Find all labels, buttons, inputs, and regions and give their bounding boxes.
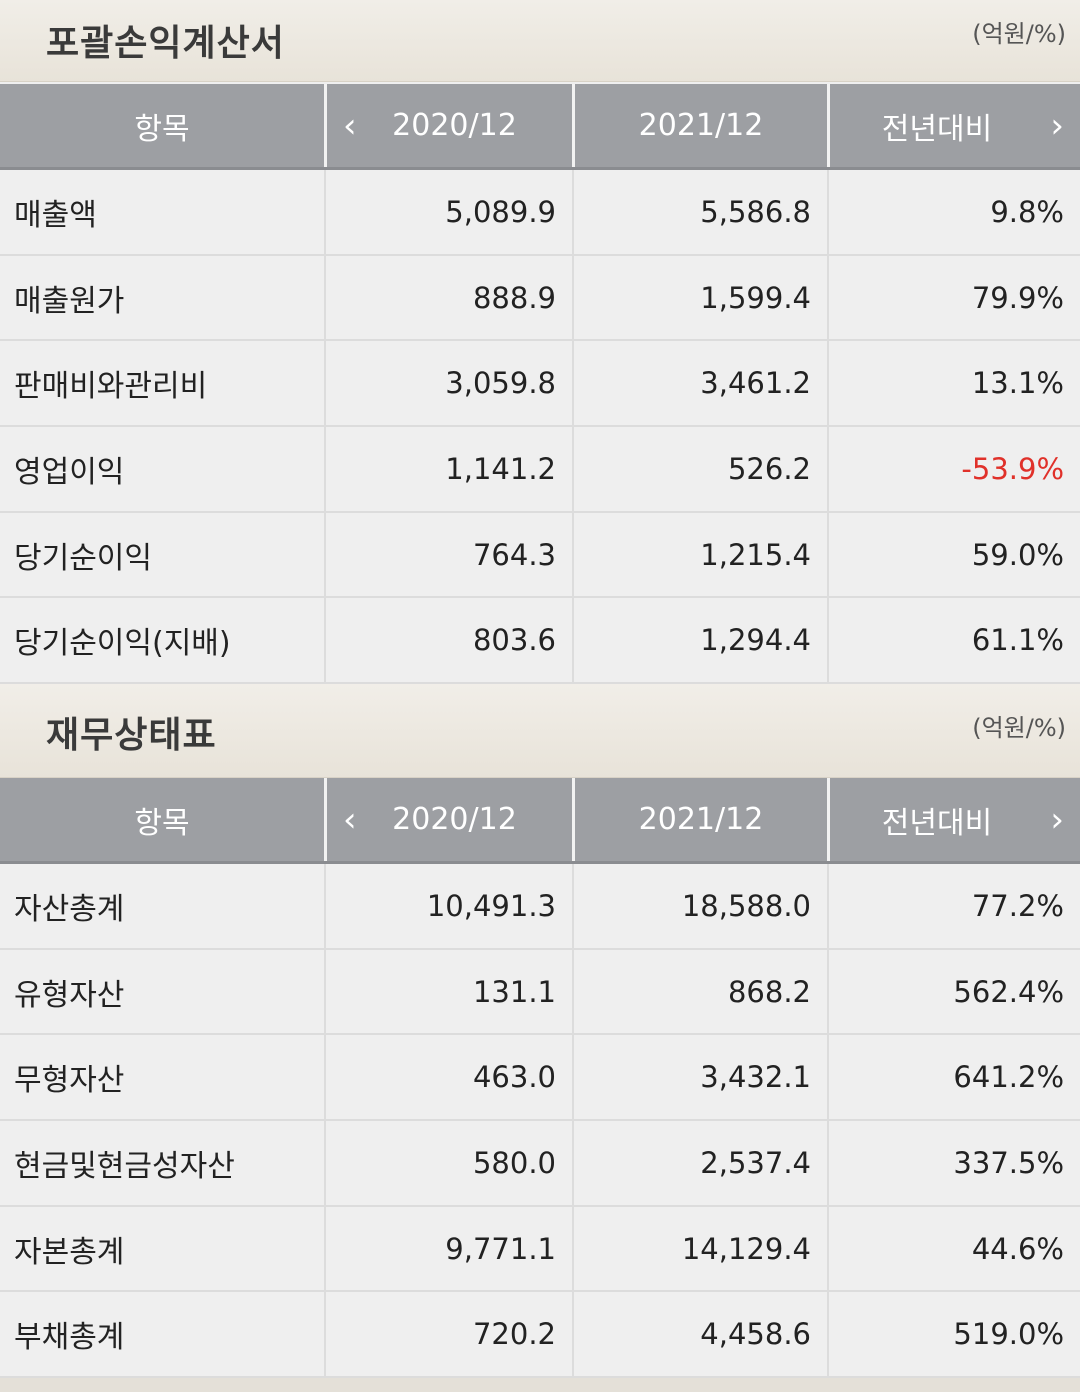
value-yoy: 79.9% <box>827 255 1080 340</box>
column-header-2020: ‹ 2020/12 <box>324 778 572 861</box>
value-2021: 1,215.4 <box>572 512 827 597</box>
value-2021: 18,588.0 <box>572 864 827 948</box>
row-label: 자산총계 <box>14 891 125 927</box>
value-2021: 4,458.6 <box>572 1292 827 1377</box>
chevron-left-icon[interactable]: ‹ <box>343 105 357 146</box>
section-title: 포괄손익계산서 <box>46 23 285 64</box>
bottom-divider <box>0 1378 1080 1392</box>
value-2020: 9,771.1 <box>324 1206 572 1291</box>
column-header-2021: 2021/12 <box>572 84 827 167</box>
table-row: 현금및현금성자산 580.0 2,537.4 337.5% <box>0 1121 1080 1207</box>
value-yoy-negative: -53.9% <box>827 427 1080 511</box>
column-header-label: 전년대비 <box>881 111 993 147</box>
column-header-yoy: 전년대비 › <box>827 778 1080 861</box>
table-row: 판매비와관리비 3,059.8 3,461.2 13.1% <box>0 341 1080 428</box>
column-header-yoy: 전년대비 › <box>827 84 1080 167</box>
value-yoy: 59.0% <box>827 512 1080 597</box>
value-2021: 2,537.4 <box>572 1121 827 1205</box>
value-2021: 14,129.4 <box>572 1206 827 1291</box>
column-header-label: 전년대비 <box>881 805 993 841</box>
value-2020: 720.2 <box>324 1292 572 1377</box>
row-label: 판매비와관리비 <box>14 369 208 405</box>
value-2020: 1,141.2 <box>324 427 572 511</box>
value-yoy: 9.8% <box>827 170 1080 254</box>
value-yoy: 562.4% <box>827 949 1080 1034</box>
table-row: 매출액 5,089.9 5,586.8 9.8% <box>0 170 1080 256</box>
table-row: 자산총계 10,491.3 18,588.0 77.2% <box>0 864 1080 950</box>
table-row: 영업이익 1,141.2 526.2 -53.9% <box>0 427 1080 513</box>
value-yoy: 61.1% <box>827 598 1080 683</box>
value-2020: 131.1 <box>324 949 572 1034</box>
value-yoy: 519.0% <box>827 1292 1080 1377</box>
value-2021: 526.2 <box>572 427 827 511</box>
chevron-right-icon[interactable]: › <box>1050 105 1064 146</box>
row-label: 유형자산 <box>14 977 125 1013</box>
value-2020: 764.3 <box>324 512 572 597</box>
row-label: 매출원가 <box>14 283 125 319</box>
income-statement-table: 항목 ‹ 2020/12 2021/12 전년대비 › 매출액 5,089.9 … <box>0 84 1080 685</box>
unit-label: (억원/%) <box>972 714 1066 742</box>
column-header-2020: ‹ 2020/12 <box>324 84 572 167</box>
value-2020: 5,089.9 <box>324 170 572 254</box>
value-2021: 3,461.2 <box>572 341 827 426</box>
value-2020: 803.6 <box>324 598 572 683</box>
table-header: 항목 ‹ 2020/12 2021/12 전년대비 › <box>0 778 1080 864</box>
value-2020: 888.9 <box>324 255 572 340</box>
column-header-2021: 2021/12 <box>572 778 827 861</box>
column-header-label: 2020/12 <box>392 802 517 837</box>
row-label: 영업이익 <box>14 454 125 490</box>
table-row: 당기순이익(지배) 803.6 1,294.4 61.1% <box>0 598 1080 685</box>
value-2021: 1,294.4 <box>572 598 827 683</box>
row-label: 자본총계 <box>14 1234 125 1270</box>
column-header-item: 항목 <box>134 805 190 841</box>
value-2021: 1,599.4 <box>572 255 827 340</box>
value-yoy: 337.5% <box>827 1121 1080 1205</box>
column-header-label: 2020/12 <box>392 108 517 143</box>
row-label: 매출액 <box>14 197 97 233</box>
value-yoy: 77.2% <box>827 864 1080 948</box>
section-title: 재무상태표 <box>46 715 217 756</box>
column-header-item: 항목 <box>134 111 190 147</box>
table-row: 유형자산 131.1 868.2 562.4% <box>0 949 1080 1036</box>
row-label: 당기순이익 <box>14 540 152 576</box>
table-row: 무형자산 463.0 3,432.1 641.2% <box>0 1035 1080 1122</box>
table-row: 매출원가 888.9 1,599.4 79.9% <box>0 255 1080 342</box>
chevron-left-icon[interactable]: ‹ <box>343 799 357 840</box>
row-label: 현금및현금성자산 <box>14 1148 235 1184</box>
value-yoy: 13.1% <box>827 341 1080 426</box>
table-row: 부채총계 720.2 4,458.6 519.0% <box>0 1292 1080 1379</box>
row-label: 부채총계 <box>14 1320 125 1356</box>
value-2020: 3,059.8 <box>324 341 572 426</box>
table-header: 항목 ‹ 2020/12 2021/12 전년대비 › <box>0 84 1080 170</box>
unit-label: (억원/%) <box>972 20 1066 48</box>
value-2021: 868.2 <box>572 949 827 1034</box>
table-row: 당기순이익 764.3 1,215.4 59.0% <box>0 512 1080 599</box>
table-row: 자본총계 9,771.1 14,129.4 44.6% <box>0 1206 1080 1293</box>
balance-sheet-table: 항목 ‹ 2020/12 2021/12 전년대비 › 자산총계 10,491.… <box>0 778 1080 1379</box>
chevron-right-icon[interactable]: › <box>1050 799 1064 840</box>
value-yoy: 641.2% <box>827 1035 1080 1120</box>
value-2020: 580.0 <box>324 1121 572 1205</box>
value-2021: 5,586.8 <box>572 170 827 254</box>
value-yoy: 44.6% <box>827 1206 1080 1291</box>
value-2020: 463.0 <box>324 1035 572 1120</box>
value-2021: 3,432.1 <box>572 1035 827 1120</box>
row-label: 무형자산 <box>14 1063 125 1099</box>
value-2020: 10,491.3 <box>324 864 572 948</box>
row-label: 당기순이익(지배) <box>14 626 231 662</box>
income-statement-header: 포괄손익계산서 (억원/%) <box>0 0 1080 82</box>
balance-sheet-header: 재무상태표 (억원/%) <box>0 684 1080 778</box>
